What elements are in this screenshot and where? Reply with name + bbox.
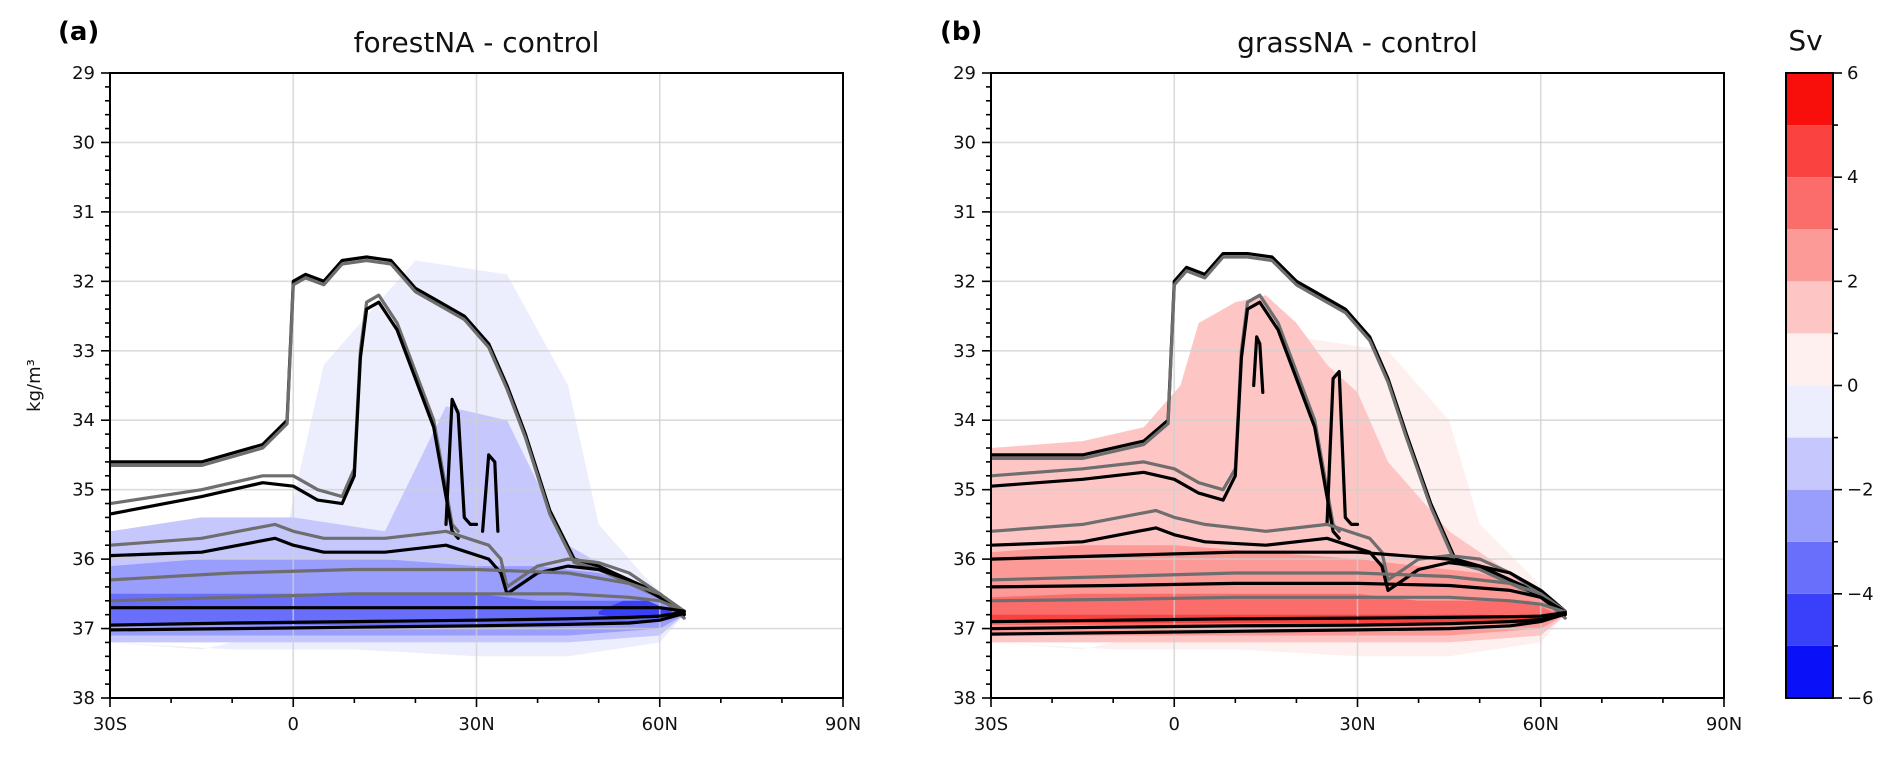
contour-line-8 xyxy=(110,567,686,613)
x-tick-label: 0 xyxy=(1169,714,1180,735)
chart-title: grassNA - control xyxy=(1237,26,1478,59)
colorbar-segment xyxy=(1786,281,1833,334)
y-tick-label: 37 xyxy=(72,619,95,640)
y-tick-label: 36 xyxy=(953,549,976,570)
panel-label: (b) xyxy=(940,17,982,47)
contour-line-4 xyxy=(444,397,479,526)
contour-line-11 xyxy=(110,610,686,627)
y-tick-label: 38 xyxy=(953,688,976,709)
colorbar-tick-label: 0 xyxy=(1847,376,1858,397)
y-tick-label: 30 xyxy=(72,132,95,153)
y-tick-label: 34 xyxy=(72,410,95,431)
colorbar-tick-label: −2 xyxy=(1847,480,1874,501)
contour-line-4 xyxy=(1325,370,1360,526)
contour-line-12 xyxy=(110,611,686,632)
colorbar-segment xyxy=(1786,541,1833,594)
y-tick-label: 35 xyxy=(953,480,976,501)
y-tick-label: 38 xyxy=(72,688,95,709)
contour-line-5 xyxy=(1252,335,1265,394)
y-tick-label: 35 xyxy=(72,480,95,501)
contour-line-12 xyxy=(991,611,1567,624)
y-tick-label: 29 xyxy=(72,63,95,84)
contour-line-14 xyxy=(991,612,1567,636)
colorbar-tick-label: −6 xyxy=(1847,688,1874,709)
colorbar-tick-label: 6 xyxy=(1847,63,1858,84)
y-tick-label: 31 xyxy=(72,202,95,223)
y-tick-label: 30 xyxy=(953,132,976,153)
contour-line-6 xyxy=(991,508,1567,617)
x-tick-label: 30N xyxy=(458,714,494,735)
colorbar-tick-label: 4 xyxy=(1847,167,1858,188)
y-tick-label: 29 xyxy=(953,63,976,84)
panel-label: (a) xyxy=(58,17,99,47)
y-tick-label: 36 xyxy=(72,549,95,570)
x-tick-label: 30S xyxy=(974,714,1008,735)
x-tick-label: 0 xyxy=(288,714,299,735)
x-tick-label: 60N xyxy=(642,714,678,735)
colorbar-segment xyxy=(1786,437,1833,490)
x-tick-label: 30N xyxy=(1339,714,1375,735)
panel-b: 30S 0 30N 60N 90N 29 30 31 32 33 34 35 36 37 38 grassNA… xyxy=(940,17,1742,735)
colorbar-segment xyxy=(1786,645,1833,698)
chart-title: forestNA - control xyxy=(354,26,600,59)
contour-line-9 xyxy=(991,571,1567,613)
y-tick-label: 32 xyxy=(72,271,95,292)
y-tick-label: 37 xyxy=(953,619,976,640)
y-axis-label: kg/m³ xyxy=(24,359,45,412)
y-tick-label: 33 xyxy=(953,341,976,362)
colorbar-segment xyxy=(1786,73,1833,126)
y-tick-label: 31 xyxy=(953,202,976,223)
y-tick-label: 33 xyxy=(72,341,95,362)
colorbar-segment xyxy=(1786,489,1833,542)
contour-line-3 xyxy=(991,300,1341,540)
colorbar-segment xyxy=(1786,125,1833,178)
contour-line-13 xyxy=(991,611,1567,631)
colorbar-segment xyxy=(1786,593,1833,646)
colorbar-segment xyxy=(1786,333,1833,386)
colorbar-segment xyxy=(1786,385,1833,438)
y-tick-label: 34 xyxy=(953,410,976,431)
x-tick-label: 30S xyxy=(93,714,127,735)
contour-line-7 xyxy=(991,526,1567,617)
contour-line-11 xyxy=(991,595,1567,614)
contour-line-3 xyxy=(110,300,460,540)
colorbar-tick-label: −4 xyxy=(1847,584,1874,605)
y-tick-label: 32 xyxy=(953,271,976,292)
shaded-region-4 xyxy=(598,600,672,619)
panel-a: 30S 0 30N 60N 90N 29 30 31 32 33 34 35 36 37 38 forestN… xyxy=(24,17,861,735)
contour-line-9 xyxy=(110,592,686,613)
contour-line-5 xyxy=(481,453,500,533)
contour-line-7 xyxy=(110,536,686,617)
contour-line-1 xyxy=(110,258,686,620)
x-tick-label: 60N xyxy=(1523,714,1559,735)
x-tick-label: 90N xyxy=(825,714,861,735)
shaded-region-3 xyxy=(110,593,679,626)
colorbar-tick-label: 2 xyxy=(1847,271,1858,292)
contour-line-8 xyxy=(991,550,1567,613)
contour-line-10 xyxy=(991,581,1567,614)
contour-line-10 xyxy=(110,606,686,613)
contour-line-6 xyxy=(110,522,686,617)
colorbar-title: Sv xyxy=(1788,24,1822,57)
colorbar-segment xyxy=(1786,229,1833,282)
colorbar-segment xyxy=(1786,177,1833,230)
x-tick-label: 90N xyxy=(1706,714,1742,735)
colorbar: −6 −4 −2 0 2 4 6 Sv xyxy=(1785,24,1874,709)
